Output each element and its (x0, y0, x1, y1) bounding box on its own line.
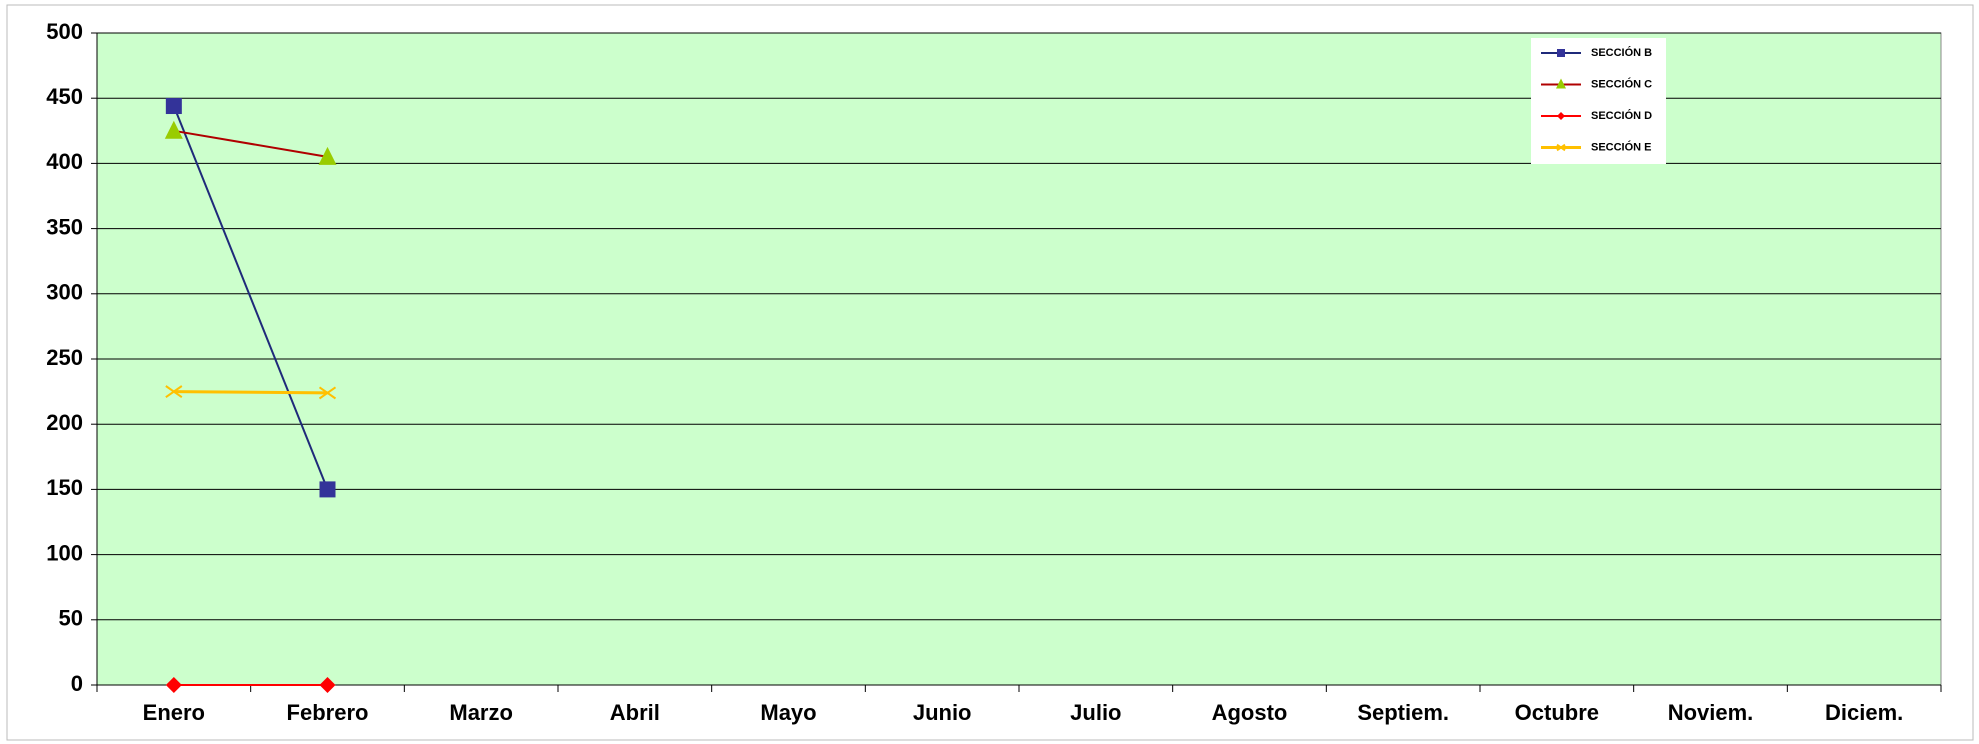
x-tick-label: Julio (1070, 700, 1121, 725)
series-line (172, 105, 329, 490)
x-tick-label: Junio (913, 700, 972, 725)
x-tick-label: Febrero (287, 700, 369, 725)
y-tick-label: 0 (71, 671, 83, 696)
y-tick-label: 100 (46, 540, 83, 565)
marker (319, 481, 336, 498)
marker (1556, 143, 1566, 152)
x-tick-label: Noviem. (1668, 700, 1754, 725)
x-tick-label: Septiem. (1357, 700, 1449, 725)
marker (165, 98, 182, 115)
legend-box (1531, 38, 1666, 164)
y-tick-label: 150 (46, 475, 83, 500)
series-line (173, 129, 328, 158)
marker (165, 677, 182, 693)
marker (165, 385, 183, 399)
x-tick-label: Abril (610, 700, 660, 725)
marker (318, 146, 337, 165)
y-tick-label: 400 (46, 149, 83, 174)
x-tick-label: Enero (143, 700, 205, 725)
x-tick-label: Diciem. (1825, 700, 1903, 725)
marker (1556, 78, 1566, 89)
marker (318, 386, 337, 400)
x-tick-label: Octubre (1515, 700, 1599, 725)
x-tick-label: Marzo (449, 700, 513, 725)
y-tick-label: 50 (59, 606, 83, 631)
y-tick-label: 200 (46, 410, 83, 435)
y-tick-label: 250 (46, 345, 83, 370)
marker (1557, 112, 1565, 120)
y-tick-label: 350 (46, 214, 83, 239)
legend-label: SECCIÓN E (1591, 140, 1652, 153)
marker (319, 677, 336, 693)
y-tick-label: 450 (46, 84, 83, 109)
y-tick-label: 300 (46, 280, 83, 305)
legend-label: SECCIÓN D (1591, 109, 1652, 122)
marker (164, 120, 183, 139)
x-tick-label: Agosto (1212, 700, 1288, 725)
series-line (173, 390, 328, 395)
x-tick-label: Mayo (760, 700, 816, 725)
y-tick-label: 500 (46, 19, 83, 44)
marker (1557, 49, 1565, 57)
legend-label: SECCIÓN C (1591, 77, 1652, 90)
legend-label: SECCIÓN B (1591, 46, 1652, 59)
